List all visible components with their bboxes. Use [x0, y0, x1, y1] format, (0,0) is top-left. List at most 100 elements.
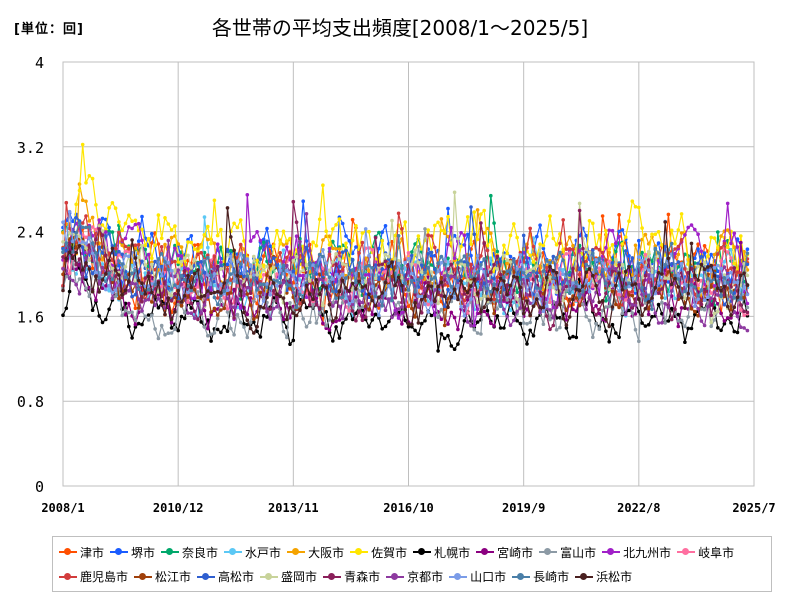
data-point — [212, 254, 217, 259]
data-point — [627, 281, 631, 286]
data-point — [742, 296, 746, 300]
data-point — [77, 277, 82, 281]
data-point — [693, 304, 697, 309]
data-point — [61, 313, 65, 318]
data-point — [663, 262, 667, 267]
data-point — [689, 223, 694, 227]
data-point — [439, 228, 444, 233]
data-point — [495, 307, 500, 311]
data-point — [439, 254, 444, 259]
data-point — [245, 318, 250, 323]
data-point — [130, 226, 134, 231]
data-point — [67, 276, 72, 281]
data-point — [729, 247, 733, 252]
data-point — [449, 295, 454, 299]
data-point — [617, 271, 621, 276]
data-point — [581, 284, 585, 288]
data-point — [472, 210, 477, 214]
data-point — [449, 344, 454, 348]
data-point — [564, 247, 569, 252]
data-point — [304, 283, 309, 288]
data-point — [117, 220, 121, 224]
data-point — [278, 280, 283, 285]
data-point — [512, 222, 516, 226]
data-point — [709, 263, 713, 268]
legend-label: 佐賀市 — [371, 545, 408, 560]
data-point — [485, 286, 490, 291]
data-point — [696, 232, 700, 236]
data-point — [436, 220, 440, 225]
data-point — [554, 300, 559, 305]
data-point — [594, 283, 598, 288]
data-point — [80, 198, 85, 202]
data-point — [446, 256, 450, 261]
data-point — [242, 325, 246, 329]
data-point — [465, 303, 470, 307]
data-point — [735, 330, 740, 335]
data-point — [584, 290, 588, 295]
data-point — [209, 339, 213, 343]
legend-item: 大阪市 — [287, 544, 344, 561]
data-point — [548, 261, 552, 265]
data-point — [442, 323, 447, 328]
data-point — [739, 303, 743, 307]
data-point — [80, 142, 85, 147]
data-point — [643, 301, 648, 305]
data-point — [479, 297, 483, 301]
data-point — [94, 298, 98, 302]
data-point — [709, 235, 713, 240]
data-point — [732, 291, 737, 295]
data-point — [192, 247, 197, 251]
data-point — [225, 267, 230, 272]
data-point — [725, 245, 730, 250]
data-point — [683, 282, 687, 287]
data-point — [433, 245, 437, 250]
data-point — [597, 300, 602, 305]
data-point — [604, 228, 608, 233]
data-point — [248, 286, 253, 291]
data-point — [186, 311, 190, 315]
data-point — [215, 313, 220, 317]
data-point — [219, 330, 223, 335]
data-point — [327, 275, 332, 280]
data-point — [528, 261, 532, 266]
data-point — [252, 265, 256, 269]
data-point — [363, 315, 368, 319]
data-point — [597, 266, 602, 271]
data-point — [660, 287, 664, 291]
data-point — [462, 314, 467, 318]
data-point — [610, 265, 615, 269]
data-point — [548, 317, 552, 322]
data-point — [232, 221, 236, 226]
data-point — [169, 268, 174, 273]
data-point — [564, 323, 569, 327]
data-point — [340, 278, 345, 283]
data-point — [166, 222, 171, 226]
data-point — [452, 315, 457, 320]
data-point — [729, 266, 733, 271]
data-point — [275, 228, 279, 233]
data-point — [452, 190, 457, 195]
legend-label: 札幌市 — [434, 545, 471, 560]
data-point — [465, 215, 470, 219]
data-point — [739, 262, 743, 267]
data-point — [173, 246, 177, 251]
data-point — [143, 271, 148, 275]
data-point — [327, 252, 332, 257]
data-point — [370, 312, 375, 317]
legend-swatch — [512, 572, 531, 580]
data-point — [515, 275, 519, 280]
data-point — [719, 311, 723, 316]
data-point — [439, 307, 444, 312]
data-point — [663, 279, 667, 284]
data-point — [334, 289, 338, 294]
data-point — [413, 242, 417, 246]
data-point — [699, 302, 704, 307]
data-point — [199, 294, 203, 299]
legend-label: 津市 — [80, 545, 105, 560]
data-point — [189, 285, 194, 290]
data-point — [706, 295, 710, 300]
data-point — [709, 291, 713, 295]
data-point — [571, 334, 575, 339]
data-point — [334, 247, 338, 251]
